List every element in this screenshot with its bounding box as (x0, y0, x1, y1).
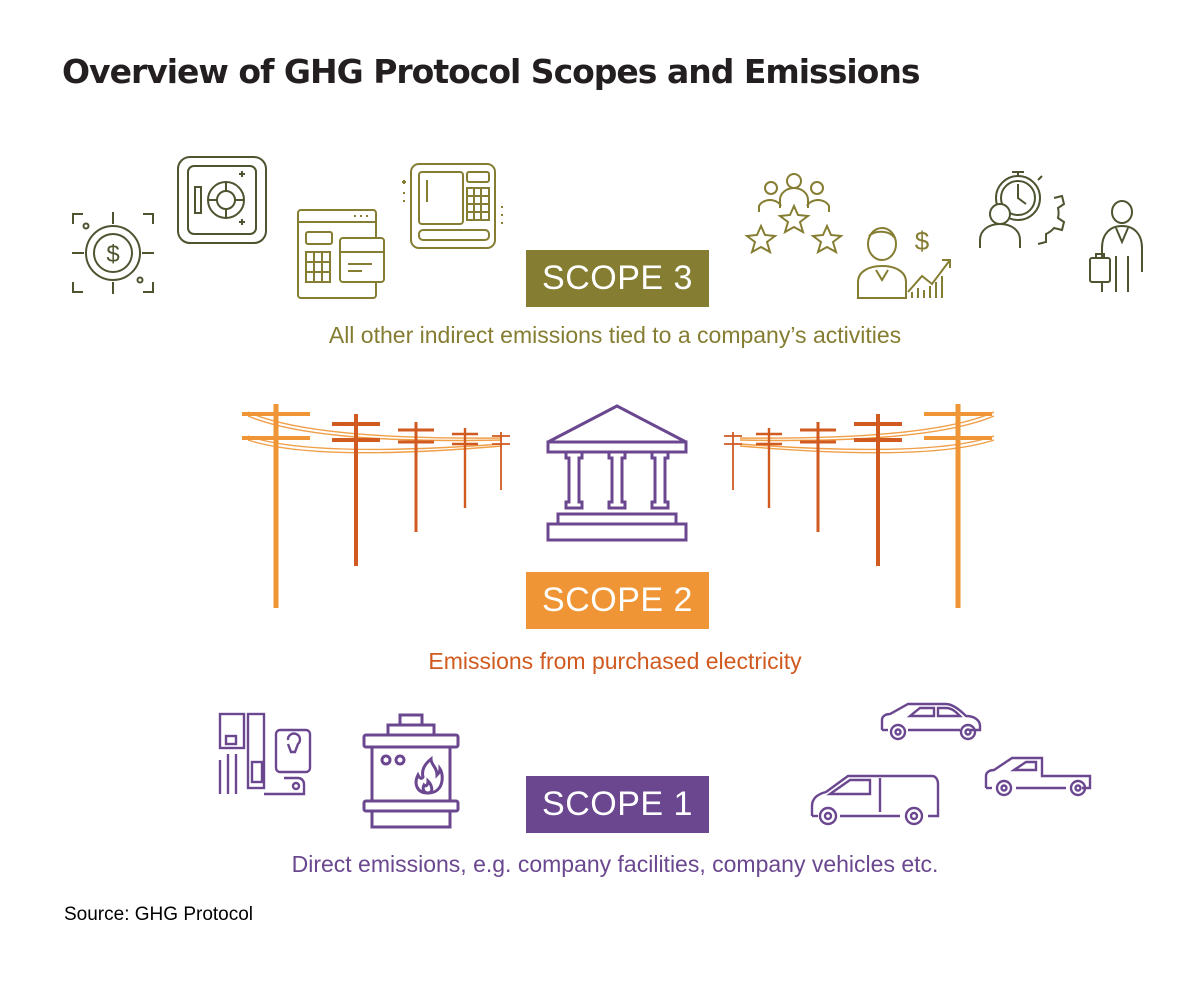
suv-car-icon (880, 702, 982, 741)
stopwatch-gears-icon (979, 171, 1066, 248)
svg-text:$: $ (106, 241, 119, 268)
scope-3-label: SCOPE 3 (542, 259, 693, 297)
scope-1-description: Direct emissions, e.g. company facilitie… (291, 851, 939, 877)
scope-2-description: Emissions from purchased electricity (428, 648, 802, 674)
investor-growth-icon: $ (857, 226, 951, 299)
business-traveler-icon (1089, 200, 1143, 292)
scope-3-description: All other indirect emissions tied to a c… (328, 322, 902, 348)
van-icon (810, 774, 940, 826)
pickup-truck-icon (984, 756, 1092, 797)
scope-2-label: SCOPE 2 (542, 581, 693, 619)
team-rating-stars-icon (744, 173, 844, 255)
power-lines-left-icon (242, 404, 510, 608)
industrial-equipment-icon (218, 712, 312, 796)
pos-terminal-card-icon (297, 209, 385, 299)
scope-1-badge: SCOPE 1 (526, 776, 709, 833)
scope-2-badge: SCOPE 2 (526, 572, 709, 629)
power-lines-right-icon (724, 404, 995, 608)
furnace-icon (362, 713, 460, 829)
dollar-target-icon: $ (72, 212, 154, 294)
atm-keypad-icon (402, 163, 503, 249)
currency-label: $ (915, 226, 930, 256)
vault-safe-icon (177, 156, 267, 244)
scope-3-badge: SCOPE 3 (526, 250, 709, 307)
power-plant-building-icon (546, 404, 688, 542)
source-note: Source: GHG Protocol (64, 904, 254, 925)
page-title: Overview of GHG Protocol Scopes and Emis… (62, 52, 920, 91)
scope-1-label: SCOPE 1 (542, 785, 693, 823)
